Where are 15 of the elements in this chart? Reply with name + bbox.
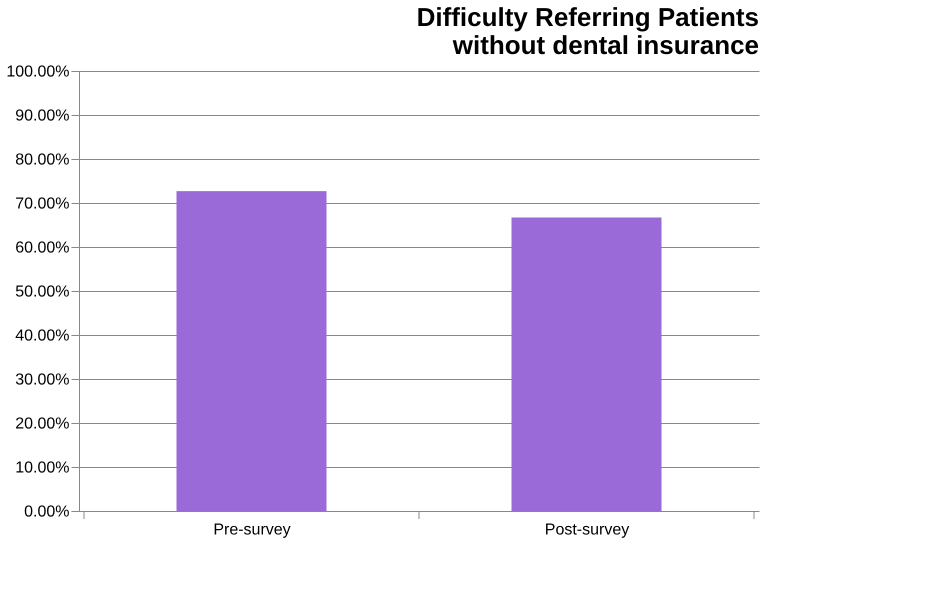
x-tick-label: Post-survey — [544, 522, 630, 538]
x-tick-label: Pre-survey — [213, 522, 291, 538]
y-tick-label: 50.00% — [15, 284, 70, 300]
y-tick-label: 10.00% — [15, 460, 70, 476]
y-tick-label: 70.00% — [15, 196, 70, 212]
text: without dental insurance — [452, 30, 759, 60]
y-tick-label: 100.00% — [6, 64, 70, 80]
y-tick-label: 90.00% — [15, 108, 70, 124]
y-tick-label: 20.00% — [15, 416, 70, 432]
y-tick-label: 80.00% — [15, 152, 70, 168]
y-tick-label: 30.00% — [15, 372, 70, 388]
y-tick-label: 0.00% — [24, 504, 70, 520]
y-tick-label: 60.00% — [15, 240, 70, 256]
text: Difficulty Referring Patients — [416, 2, 759, 32]
y-tick-label: 40.00% — [15, 328, 70, 344]
